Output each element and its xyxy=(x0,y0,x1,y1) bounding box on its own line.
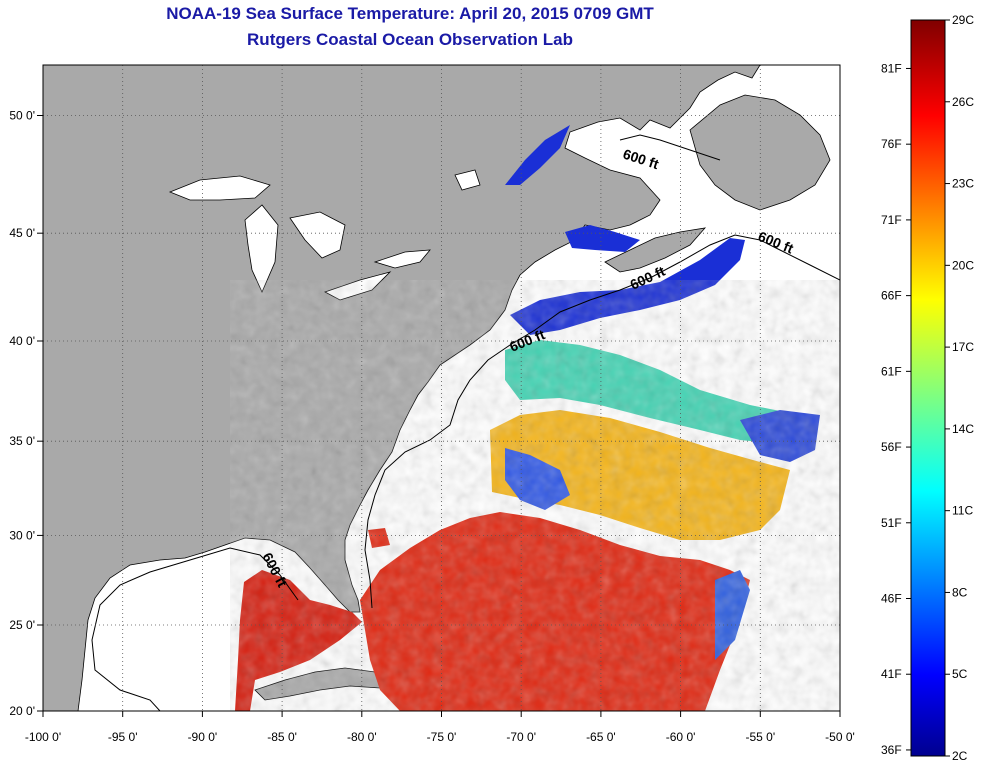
x-tick-label: -70 0' xyxy=(506,730,536,744)
colorbar xyxy=(910,19,946,757)
sst-cold-mainebay xyxy=(565,225,640,252)
map-gridlines xyxy=(43,65,840,711)
y-tick-label: 40 0' xyxy=(9,334,35,348)
y-tick-label: 50 0' xyxy=(9,108,35,122)
colorbar-f-label: 46F xyxy=(881,592,902,606)
y-tick-label: 30 0' xyxy=(9,528,35,542)
x-tick-label: -100 0' xyxy=(25,730,61,744)
x-tick-label: -65 0' xyxy=(586,730,616,744)
colorbar-c-label: 2C xyxy=(952,749,968,763)
colorbar-fahrenheit-ticks: 81F 76F 71F 66F 61F 56F 51F 46F 41F 36F xyxy=(881,61,911,757)
x-axis-ticks: -100 0' -95 0' -90 0' -85 0' -80 0' -75 0' -70… xyxy=(25,711,855,744)
colorbar-c-label: 8C xyxy=(952,585,968,599)
y-tick-label: 35 0' xyxy=(9,434,35,448)
map-area xyxy=(43,65,840,711)
colorbar-f-label: 71F xyxy=(881,213,902,227)
colorbar-f-label: 36F xyxy=(881,743,902,757)
x-tick-label: -95 0' xyxy=(108,730,138,744)
x-tick-label: -90 0' xyxy=(188,730,218,744)
x-tick-label: -50 0' xyxy=(825,730,855,744)
colorbar-c-label: 14C xyxy=(952,422,974,436)
colorbar-c-label: 29C xyxy=(952,13,974,27)
colorbar-c-label: 11C xyxy=(952,504,973,518)
x-tick-label: -60 0' xyxy=(666,730,696,744)
map-subtitle: Rutgers Coastal Ocean Observation Lab xyxy=(247,30,573,49)
colorbar-c-label: 20C xyxy=(952,258,974,272)
land-newfoundland xyxy=(689,94,831,211)
colorbar-c-label: 5C xyxy=(952,667,968,681)
y-tick-label: 25 0' xyxy=(9,618,35,632)
y-axis-ticks: 20 0' 25 0' 30 0' 35 0' 40 0' 45 0' 50 0' xyxy=(9,108,43,718)
colorbar-c-label: 17C xyxy=(952,340,974,354)
colorbar-f-label: 81F xyxy=(881,61,902,75)
contour-600ft-north xyxy=(619,134,721,161)
cloud-texture xyxy=(230,280,840,711)
x-tick-label: -55 0' xyxy=(745,730,775,744)
contour-600ft xyxy=(364,234,840,609)
colorbar-f-label: 56F xyxy=(881,440,902,454)
colorbar-celsius-ticks: 29C 26C 23C 20C 17C 14C 11C 8C 5C 2C xyxy=(945,13,974,763)
colorbar-f-label: 51F xyxy=(881,516,902,530)
y-tick-label: 20 0' xyxy=(9,704,35,718)
y-tick-label: 45 0' xyxy=(9,226,35,240)
x-tick-label: -80 0' xyxy=(347,730,377,744)
colorbar-f-label: 66F xyxy=(881,289,902,303)
colorbar-c-label: 23C xyxy=(952,177,974,191)
land-nova-scotia xyxy=(604,227,707,273)
x-tick-label: -85 0' xyxy=(267,730,297,744)
x-tick-label: -75 0' xyxy=(427,730,457,744)
contour-600ft-gulf xyxy=(91,547,299,711)
colorbar-f-label: 76F xyxy=(881,137,902,151)
colorbar-f-label: 41F xyxy=(881,667,902,681)
colorbar-f-label: 61F xyxy=(881,364,902,378)
map-title: NOAA-19 Sea Surface Temperature: April 2… xyxy=(166,4,654,23)
colorbar-c-label: 26C xyxy=(952,95,974,109)
